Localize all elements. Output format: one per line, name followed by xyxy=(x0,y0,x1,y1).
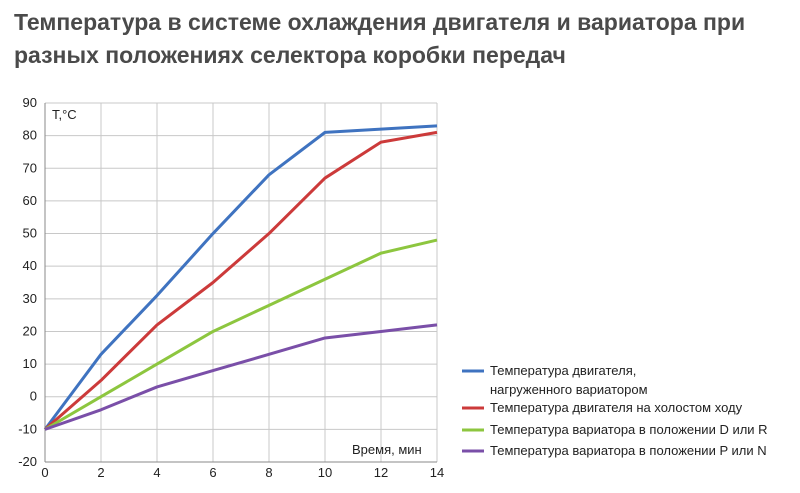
x-tick-label: 2 xyxy=(97,465,104,480)
series-line-2 xyxy=(44,130,438,431)
x-tick-label: 4 xyxy=(153,465,160,480)
series-line-1 xyxy=(43,124,438,431)
legend: Температура двигателя, нагруженного вариа… xyxy=(462,363,768,458)
series-lines xyxy=(43,124,438,431)
y-tick-label: 60 xyxy=(23,193,37,208)
series-line-4 xyxy=(44,323,438,431)
chart-title-line-2: разных положениях селектора коробки пере… xyxy=(14,42,566,68)
x-tick-label: 10 xyxy=(318,465,332,480)
y-tick-label: -10 xyxy=(18,421,37,436)
y-tick-label: 90 xyxy=(23,95,37,110)
series-line-3 xyxy=(44,238,438,431)
x-tick-label: 0 xyxy=(41,465,48,480)
x-axis-label: Время, мин xyxy=(352,442,422,457)
y-tick-label: 80 xyxy=(23,128,37,143)
legend-label-1: нагруженного вариатором xyxy=(490,382,648,397)
x-tick-label: 14 xyxy=(430,465,444,480)
y-tick-label: 10 xyxy=(23,356,37,371)
y-axis-label: T,°C xyxy=(52,107,77,122)
y-tick-label: 0 xyxy=(30,389,37,404)
x-axis-ticks: 0 2 4 6 8 10 12 14 xyxy=(41,465,444,480)
legend-label-1: Температура двигателя, xyxy=(490,363,636,378)
legend-label-4: Температура вариатора в положении P или … xyxy=(490,443,767,458)
legend-label-2: Температура двигателя на холостом ходу xyxy=(490,400,743,415)
legend-label-3: Температура вариатора в положении D или … xyxy=(490,422,768,437)
y-tick-label: -20 xyxy=(18,454,37,469)
y-tick-label: 40 xyxy=(23,258,37,273)
x-tick-label: 8 xyxy=(265,465,272,480)
x-tick-label: 6 xyxy=(209,465,216,480)
y-tick-label: 20 xyxy=(23,323,37,338)
y-tick-label: 50 xyxy=(23,226,37,241)
y-tick-label: 30 xyxy=(23,291,37,306)
x-tick-label: 12 xyxy=(374,465,388,480)
y-tick-label: 70 xyxy=(23,160,37,175)
y-axis-ticks: 90 80 70 60 50 40 30 20 10 0 -10 -20 xyxy=(18,95,37,469)
chart-title: Температура в системе охлаждения двигате… xyxy=(14,6,794,72)
chart-title-line-1: Температура в системе охлаждения двигате… xyxy=(14,9,746,35)
